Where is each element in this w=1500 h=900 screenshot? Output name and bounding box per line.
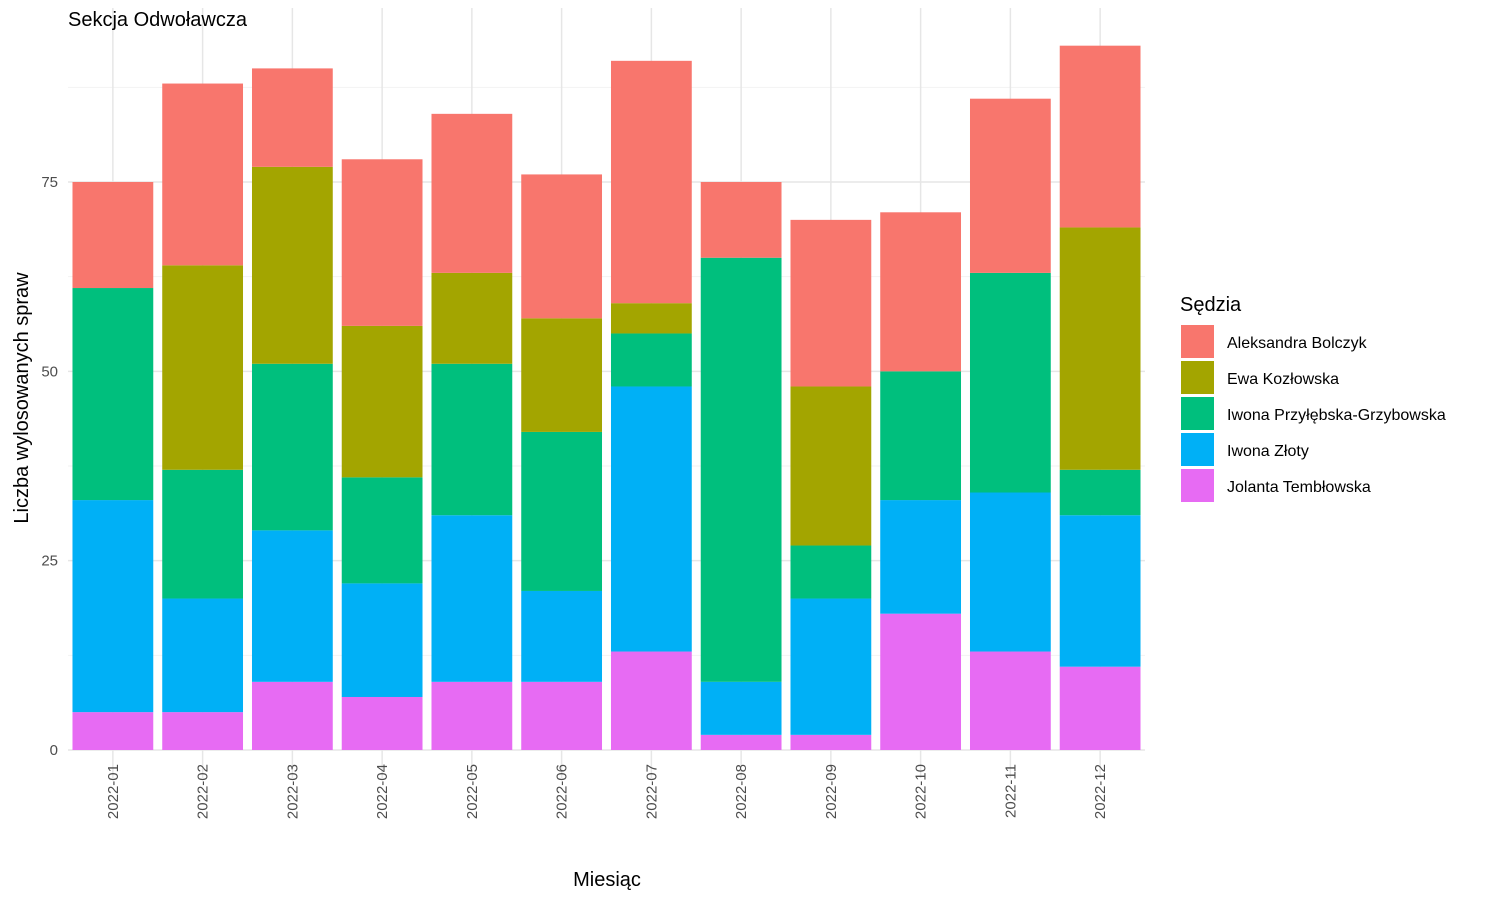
bar-segment xyxy=(610,651,692,750)
bar-segment xyxy=(251,530,333,682)
bar-segment xyxy=(431,113,513,273)
bar-segment xyxy=(341,159,423,326)
legend-swatch xyxy=(1181,397,1214,430)
bar-segment xyxy=(790,386,872,546)
y-axis-title: Liczba wylosowanych spraw xyxy=(11,272,33,524)
bar-segment xyxy=(969,272,1051,493)
x-tick-label: 2022-07 xyxy=(643,764,660,819)
x-tick-label: 2022-09 xyxy=(823,764,840,819)
bar-segment xyxy=(700,681,782,735)
bar-segment xyxy=(700,734,782,750)
bar-segment xyxy=(790,734,872,750)
bar-segment xyxy=(790,545,872,599)
legend-label: Jolanta Tembłowska xyxy=(1227,479,1371,496)
bar-segment xyxy=(72,288,154,501)
bar-segment xyxy=(790,219,872,387)
bar-segment xyxy=(521,318,603,432)
bar-segment xyxy=(72,182,154,289)
legend-title: Sędzia xyxy=(1180,294,1242,316)
bar-segment xyxy=(162,712,244,750)
y-tick-label: 75 xyxy=(41,174,58,191)
bar-segment xyxy=(251,166,333,364)
bar-segment xyxy=(700,257,782,682)
x-tick-label: 2022-12 xyxy=(1092,764,1109,819)
bar-segment xyxy=(610,303,692,334)
bar-segment xyxy=(251,363,333,531)
bar-segment xyxy=(431,681,513,750)
bar-segment xyxy=(251,68,333,167)
x-tick-label: 2022-03 xyxy=(284,764,301,819)
bar-segment xyxy=(341,696,423,750)
bar-segment xyxy=(969,98,1051,273)
bars xyxy=(72,45,1141,750)
legend: Sędzia Aleksandra Bolczyk Ewa Kozłowska Iw… xyxy=(1180,294,1446,502)
bar-segment xyxy=(790,598,872,735)
legend-swatch xyxy=(1181,361,1214,394)
x-tick-label: 2022-05 xyxy=(464,764,481,819)
x-tick-label: 2022-10 xyxy=(913,764,930,819)
legend-label: Ewa Kozłowska xyxy=(1227,371,1339,388)
legend-label: Aleksandra Bolczyk xyxy=(1227,335,1368,352)
chart-title: Sekcja Odwoławcza xyxy=(68,9,248,31)
bar-segment xyxy=(610,60,692,304)
bar-segment xyxy=(880,371,962,501)
bar-segment xyxy=(431,363,513,516)
bar-segment xyxy=(162,265,244,470)
x-tick-label: 2022-11 xyxy=(1002,764,1019,818)
legend-label: Iwona Przyłębska-Grzybowska xyxy=(1227,407,1446,424)
bar-segment xyxy=(251,681,333,750)
bar-segment xyxy=(72,712,154,750)
legend-swatch xyxy=(1181,325,1214,358)
bar-segment xyxy=(162,83,244,266)
legend-swatch xyxy=(1181,469,1214,502)
bar-segment xyxy=(1059,666,1141,750)
x-tick-label: 2022-08 xyxy=(733,764,750,819)
legend-swatch xyxy=(1181,433,1214,466)
x-tick-label: 2022-02 xyxy=(195,764,212,819)
bar-segment xyxy=(162,469,244,599)
x-tick-label: 2022-04 xyxy=(374,764,391,819)
bar-segment xyxy=(880,613,962,750)
y-axis: 0 25 50 75 xyxy=(41,174,58,759)
bar-segment xyxy=(610,386,692,652)
bar-segment xyxy=(521,174,603,319)
x-axis-title: Miesiąc xyxy=(573,869,641,891)
bar-segment xyxy=(700,182,782,258)
x-tick-label: 2022-01 xyxy=(105,764,122,819)
bar-segment xyxy=(880,212,962,372)
bar-segment xyxy=(431,515,513,682)
x-tick-label: 2022-06 xyxy=(554,764,571,819)
bar-segment xyxy=(521,590,603,682)
y-tick-label: 50 xyxy=(41,363,58,380)
bar-segment xyxy=(341,477,423,584)
bar-segment xyxy=(521,681,603,750)
bar-segment xyxy=(72,500,154,713)
bar-segment xyxy=(341,325,423,478)
bar-segment xyxy=(969,651,1051,750)
bar-segment xyxy=(162,598,244,713)
bar-segment xyxy=(969,492,1051,652)
bar-segment xyxy=(1059,45,1141,228)
bar-segment xyxy=(341,583,423,697)
bar-segment xyxy=(1059,515,1141,667)
bar-segment xyxy=(1059,469,1141,516)
bar-segment xyxy=(610,333,692,387)
bar-segment xyxy=(431,272,513,364)
bar-segment xyxy=(1059,227,1141,470)
bar-segment xyxy=(880,500,962,614)
y-tick-label: 25 xyxy=(41,553,58,570)
legend-label: Iwona Złoty xyxy=(1227,443,1309,460)
bar-segment xyxy=(521,431,603,591)
x-axis: 2022-01 2022-02 2022-03 2022-04 2022-05 2022-… xyxy=(105,764,1109,819)
y-tick-label: 0 xyxy=(50,742,58,759)
